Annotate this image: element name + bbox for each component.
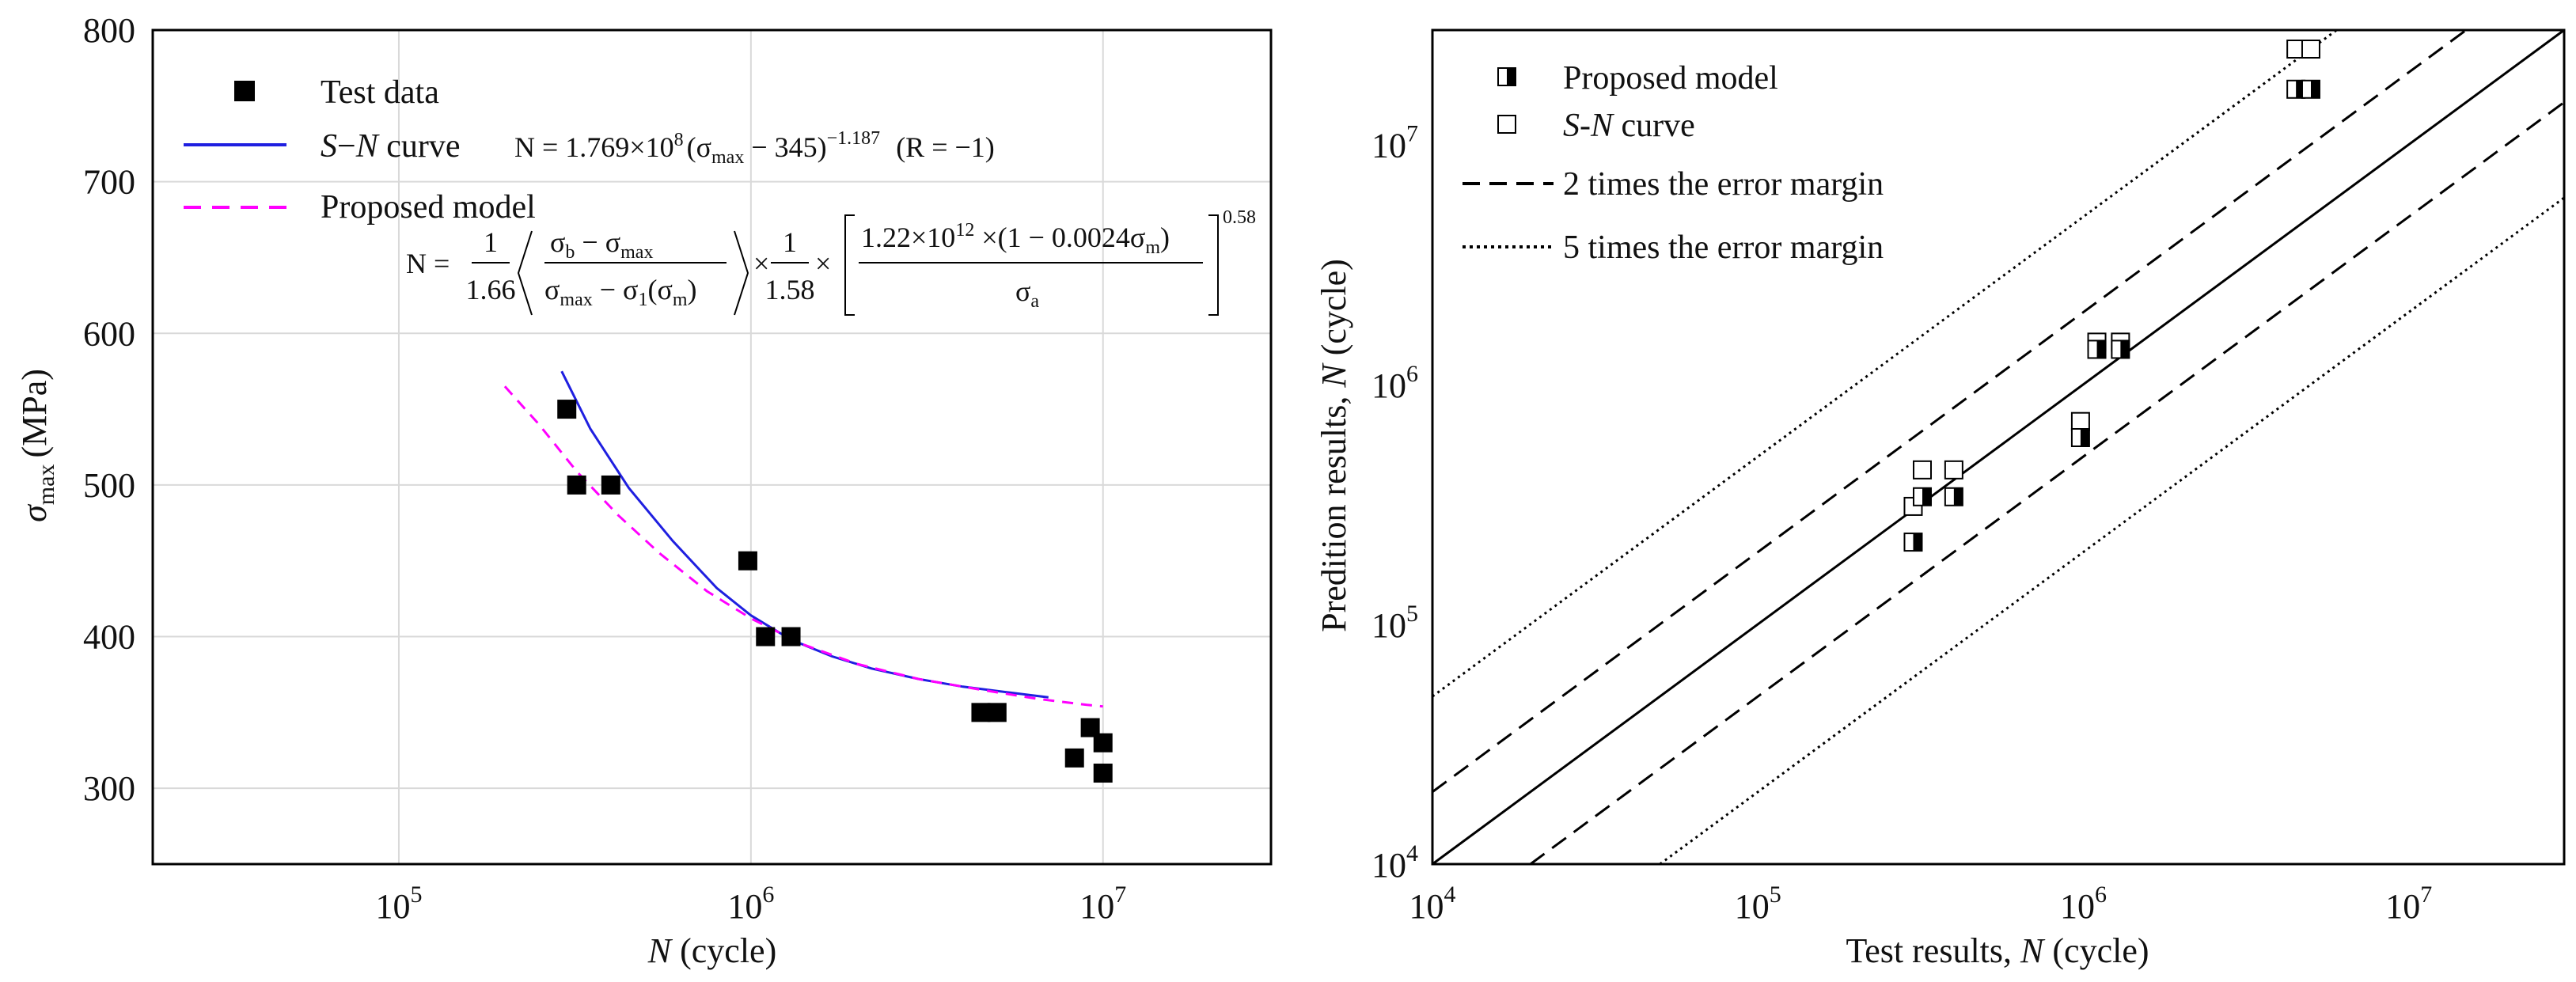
right-x-tick-label: 105 (1735, 882, 1781, 926)
legend-five-times-label: 5 times the error margin (1563, 229, 1884, 266)
svg-text:1: 1 (783, 226, 797, 258)
left-x-tick-label: 106 (727, 882, 774, 926)
test-data-point (1064, 748, 1084, 768)
legend-sn-label-right: S-N curve (1563, 108, 1695, 144)
sn-prediction-point (2070, 411, 2090, 431)
left-y-tick-label: 500 (83, 466, 135, 505)
legend-proposed-label: Proposed model (321, 189, 536, 226)
left-y-tick-label: 400 (83, 618, 135, 657)
two-times-margin-line (1529, 101, 2565, 866)
left-chart: 300 400 500 600 700 800 105 106 107 N (cycle) σ… (0, 0, 1282, 982)
test-data-point (971, 703, 991, 722)
left-x-tick-label: 107 (1079, 882, 1126, 926)
test-data-point (1093, 764, 1113, 783)
right-y-tick-label: 107 (1371, 121, 1418, 165)
left-plot-frame (151, 28, 1273, 866)
svg-text:N =: N = (406, 248, 450, 279)
right-x-ticks: 104 105 106 107 (1409, 882, 2433, 926)
test-data-point (557, 400, 577, 419)
test-data-points (557, 400, 1113, 783)
test-data-point (781, 627, 801, 646)
sn-equation: N = 1.769×108 (σmax − 345)−1.187 (R = −1) (514, 128, 995, 168)
legend-proposed-label-right: Proposed model (1563, 60, 1778, 97)
legend-proposed-marker (1497, 67, 1516, 86)
proposed-prediction-point (2070, 427, 2090, 447)
right-y-tick-label: 104 (1371, 840, 1418, 885)
sn-prediction-point (1913, 460, 1933, 480)
proposed-prediction-point (2111, 339, 2130, 359)
right-chart: 104 105 106 107 104 105 106 107 Test results, … (1315, 28, 2566, 970)
right-x-tick-label: 106 (2060, 882, 2107, 926)
right-x-axis-label: Test results, N (cycle) (1846, 931, 2149, 970)
legend-sn-marker (1497, 115, 1516, 134)
error-margin-lines (1432, 28, 2565, 866)
svg-text:1.58: 1.58 (765, 274, 815, 305)
right-x-tick-label: 104 (1409, 882, 1456, 926)
right-plot-frame (1431, 28, 2566, 866)
prediction-points (1903, 40, 2320, 552)
test-data-point (567, 475, 586, 495)
sn-prediction-point (1944, 460, 1963, 480)
left-x-axis-label: N (cycle) (647, 931, 776, 970)
legend-two-times-label: 2 times the error margin (1563, 166, 1884, 203)
right-y-tick-label: 106 (1371, 361, 1418, 405)
left-y-tick-label: 800 (83, 11, 135, 50)
svg-text:σa: σa (1015, 275, 1039, 312)
left-y-tick-label: 700 (83, 163, 135, 202)
proposed-prediction-point (1913, 487, 1933, 506)
two-times-margin-line (1432, 28, 2468, 793)
test-data-point (756, 627, 776, 646)
left-x-ticks: 105 106 107 (375, 882, 1126, 926)
test-data-point (738, 551, 757, 571)
legend-test-data-label: Test data (321, 74, 439, 111)
svg-text:1.66: 1.66 (466, 274, 516, 305)
right-y-tick-label: 105 (1371, 601, 1418, 645)
test-data-point (601, 475, 620, 495)
proposed-prediction-point (1944, 487, 1963, 506)
proposed-prediction-point (2286, 79, 2306, 99)
svg-text:×: × (753, 248, 769, 279)
svg-text:1: 1 (484, 226, 498, 258)
legend-sn-label: S−N curve (321, 128, 460, 165)
svg-text:×: × (815, 248, 831, 279)
svg-text:0.58: 0.58 (1223, 207, 1256, 228)
proposed-equation: N = 1 1.66 σb − σmax σmax − σ1(σm) × 1 1… (406, 207, 1256, 316)
perfect-agreement-line (1432, 28, 2565, 866)
left-legend: Test data S−N curve N = 1.769×108 (σmax −… (184, 74, 1256, 316)
right-legend: Proposed model S-N curve 2 times the err… (1463, 60, 1884, 266)
svg-text:1.22×1012 ×(1 − 0.0024σm): 1.22×1012 ×(1 − 0.0024σm) (861, 220, 1170, 258)
left-y-axis-label: σmax(MPa) (15, 369, 59, 522)
right-x-tick-label: 107 (2385, 882, 2432, 926)
right-y-ticks: 104 105 106 107 (1371, 121, 1418, 885)
right-y-axis-label: Predition results, N (cycle) (1315, 259, 1353, 632)
proposed-prediction-point (1903, 533, 1923, 552)
five-times-margin-line (1659, 196, 2565, 866)
svg-text:σmax − σ1(σm): σmax − σ1(σm) (544, 274, 697, 310)
left-y-tick-label: 300 (83, 769, 135, 808)
left-y-tick-label: 600 (83, 314, 135, 353)
proposed-prediction-point (2087, 339, 2107, 359)
left-x-tick-label: 105 (375, 882, 422, 926)
sn-prediction-point (2301, 40, 2320, 59)
test-data-point (987, 703, 1007, 722)
proposed-prediction-point (2301, 79, 2320, 99)
legend-test-data-marker (234, 81, 255, 101)
svg-text:σb − σmax: σb − σmax (550, 226, 653, 263)
test-data-point (1093, 733, 1113, 753)
left-y-ticks: 300 400 500 600 700 800 (83, 11, 135, 808)
